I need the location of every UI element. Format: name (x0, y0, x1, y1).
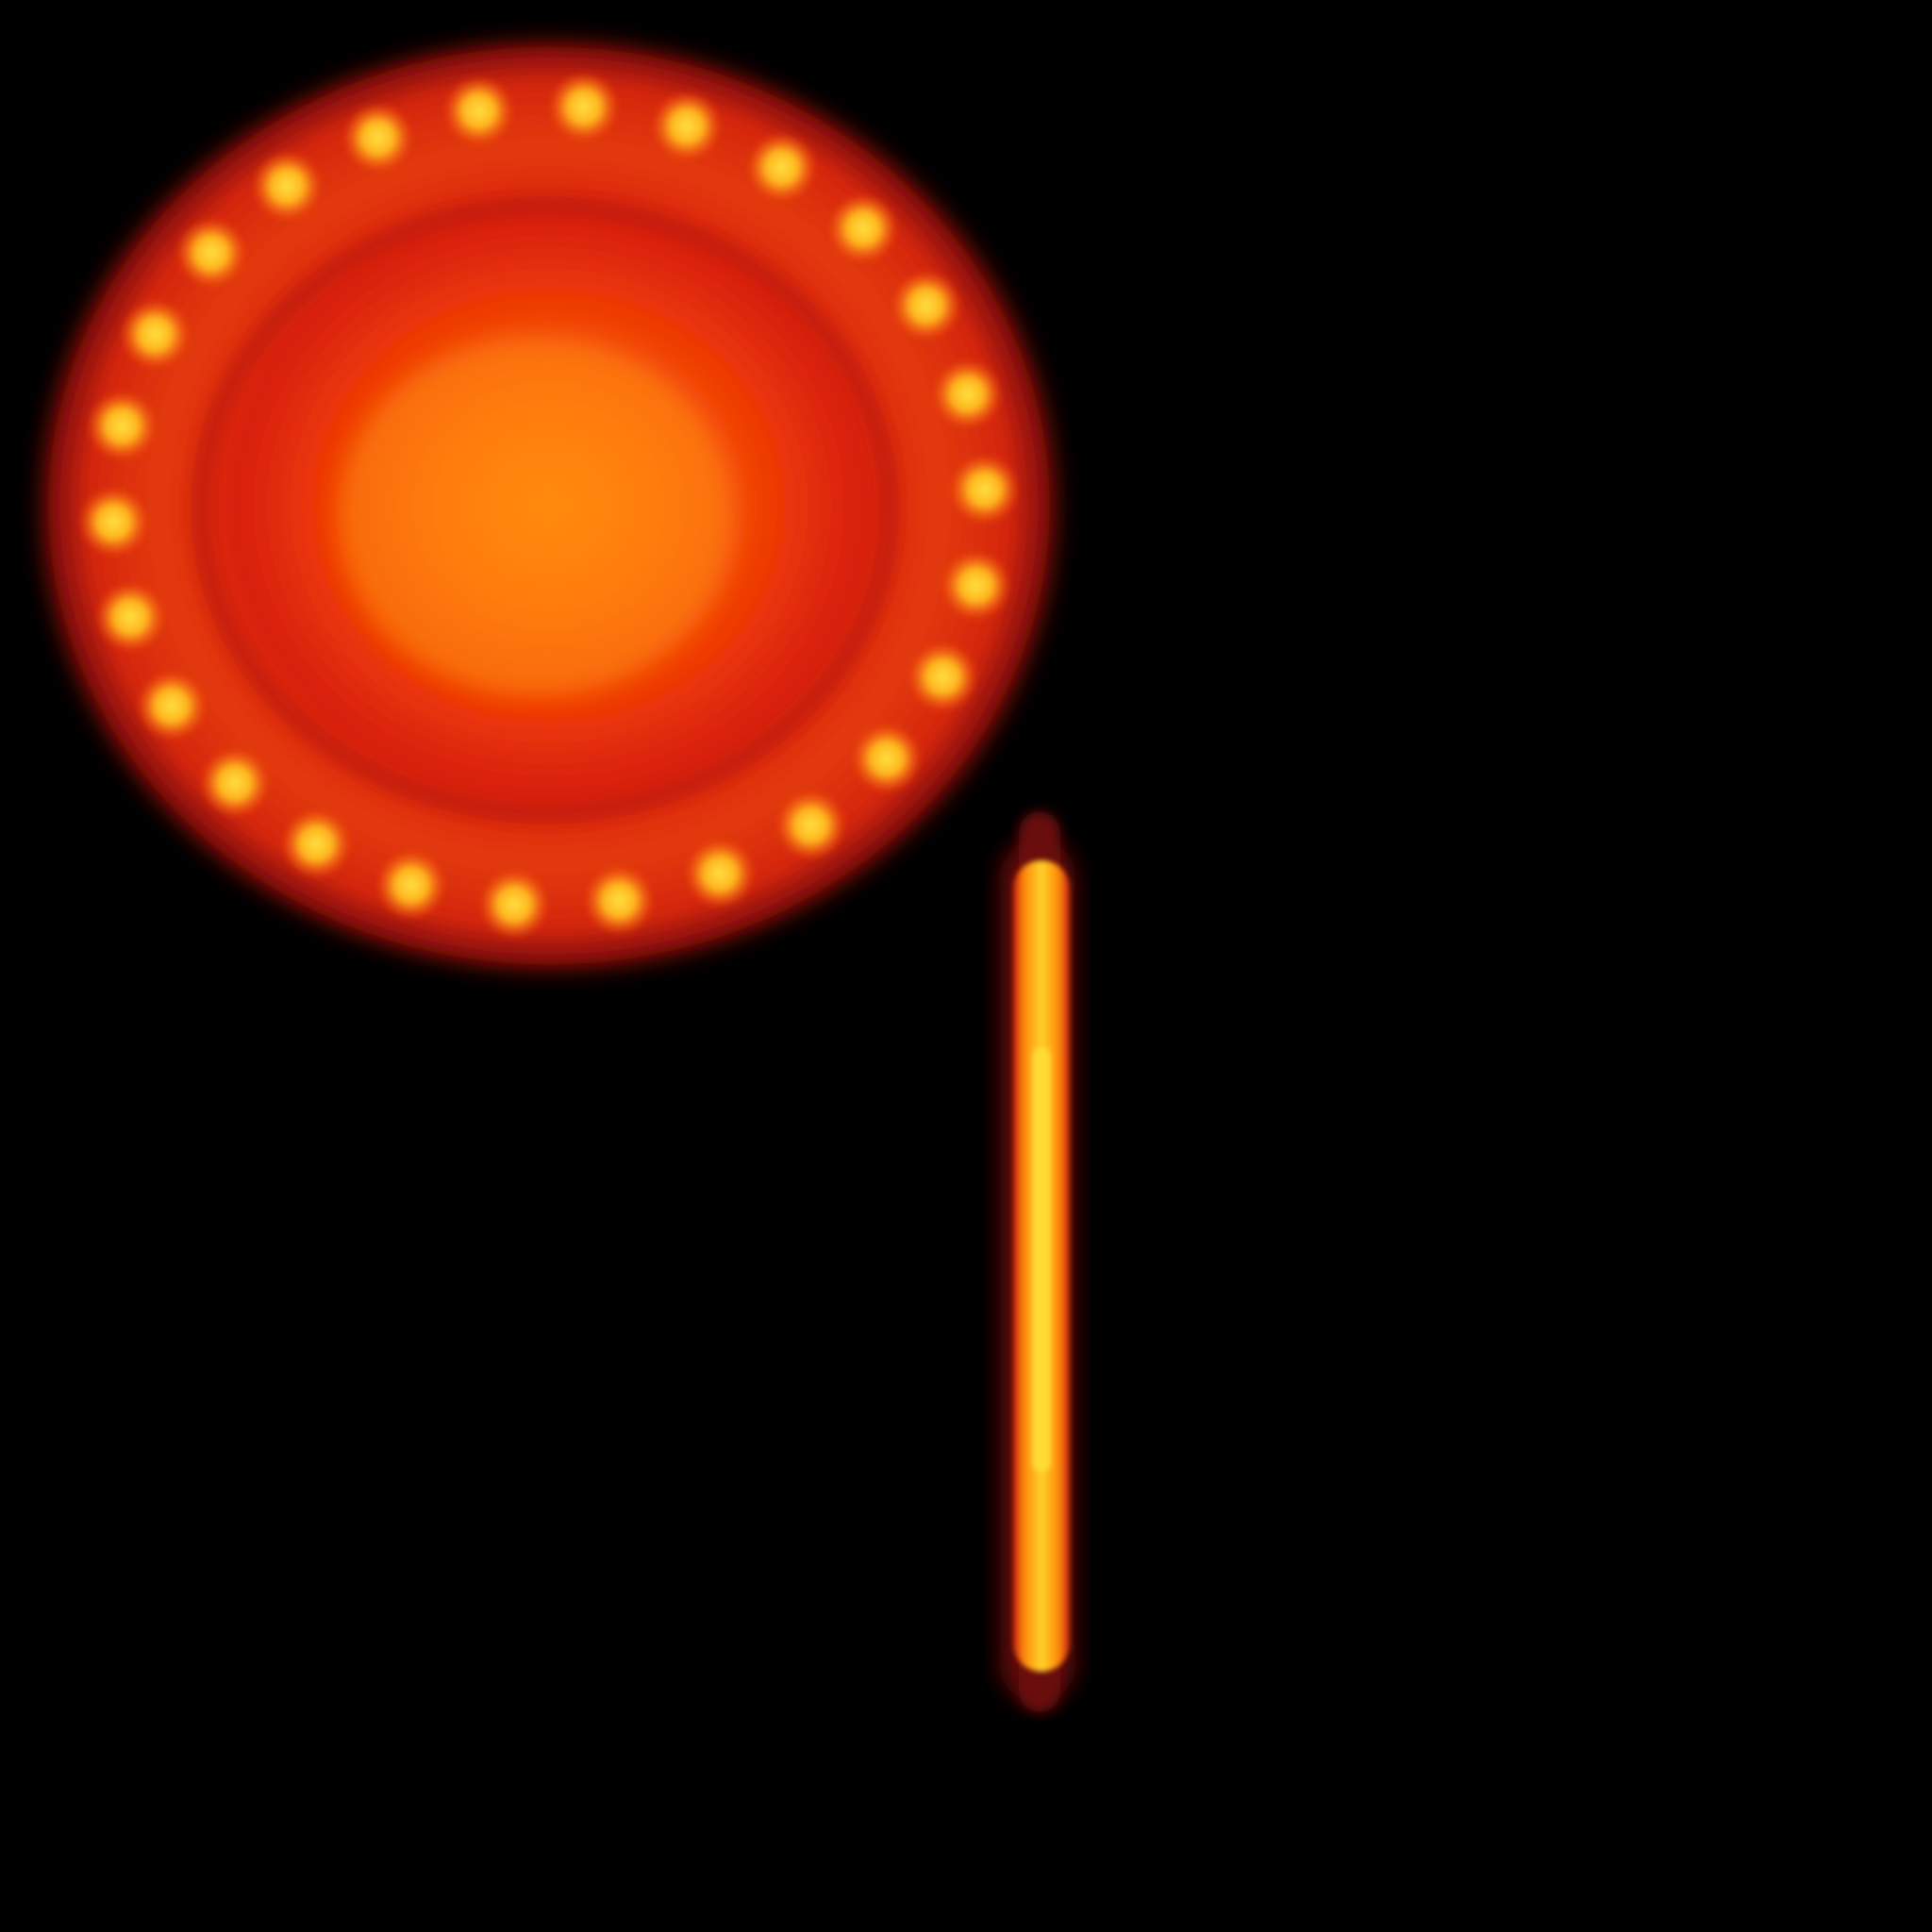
bar-core (1032, 1047, 1051, 1472)
led-dot (851, 723, 923, 794)
led-dot (375, 849, 447, 922)
led-dot (175, 217, 247, 289)
led-dot (341, 102, 414, 174)
led-dot (478, 868, 551, 941)
led-dot (745, 131, 818, 204)
ring-light-icon (40, 40, 1058, 972)
led-ring (77, 71, 1021, 941)
led-dot (774, 789, 847, 861)
led-dot (651, 90, 724, 162)
led-dot (827, 192, 899, 265)
led-dot (684, 838, 757, 909)
led-dot (948, 453, 1021, 525)
led-dot (940, 549, 1012, 622)
led-dot (442, 75, 515, 147)
disc-inner-ring (191, 195, 900, 824)
led-dot (251, 150, 324, 223)
led-dot (136, 670, 208, 742)
led-dot (77, 486, 150, 558)
led-dot (931, 358, 1004, 430)
led-dot (583, 864, 656, 937)
led-dot (94, 581, 167, 654)
led-dot (86, 390, 158, 462)
light-tube-icon (1000, 811, 1075, 1712)
disc-core-glow (338, 338, 734, 696)
led-dot (891, 269, 962, 341)
led-dot (547, 71, 620, 143)
led-dot (280, 808, 353, 880)
led-dot (907, 641, 979, 713)
led-dot (199, 746, 271, 819)
led-dot (119, 298, 192, 371)
